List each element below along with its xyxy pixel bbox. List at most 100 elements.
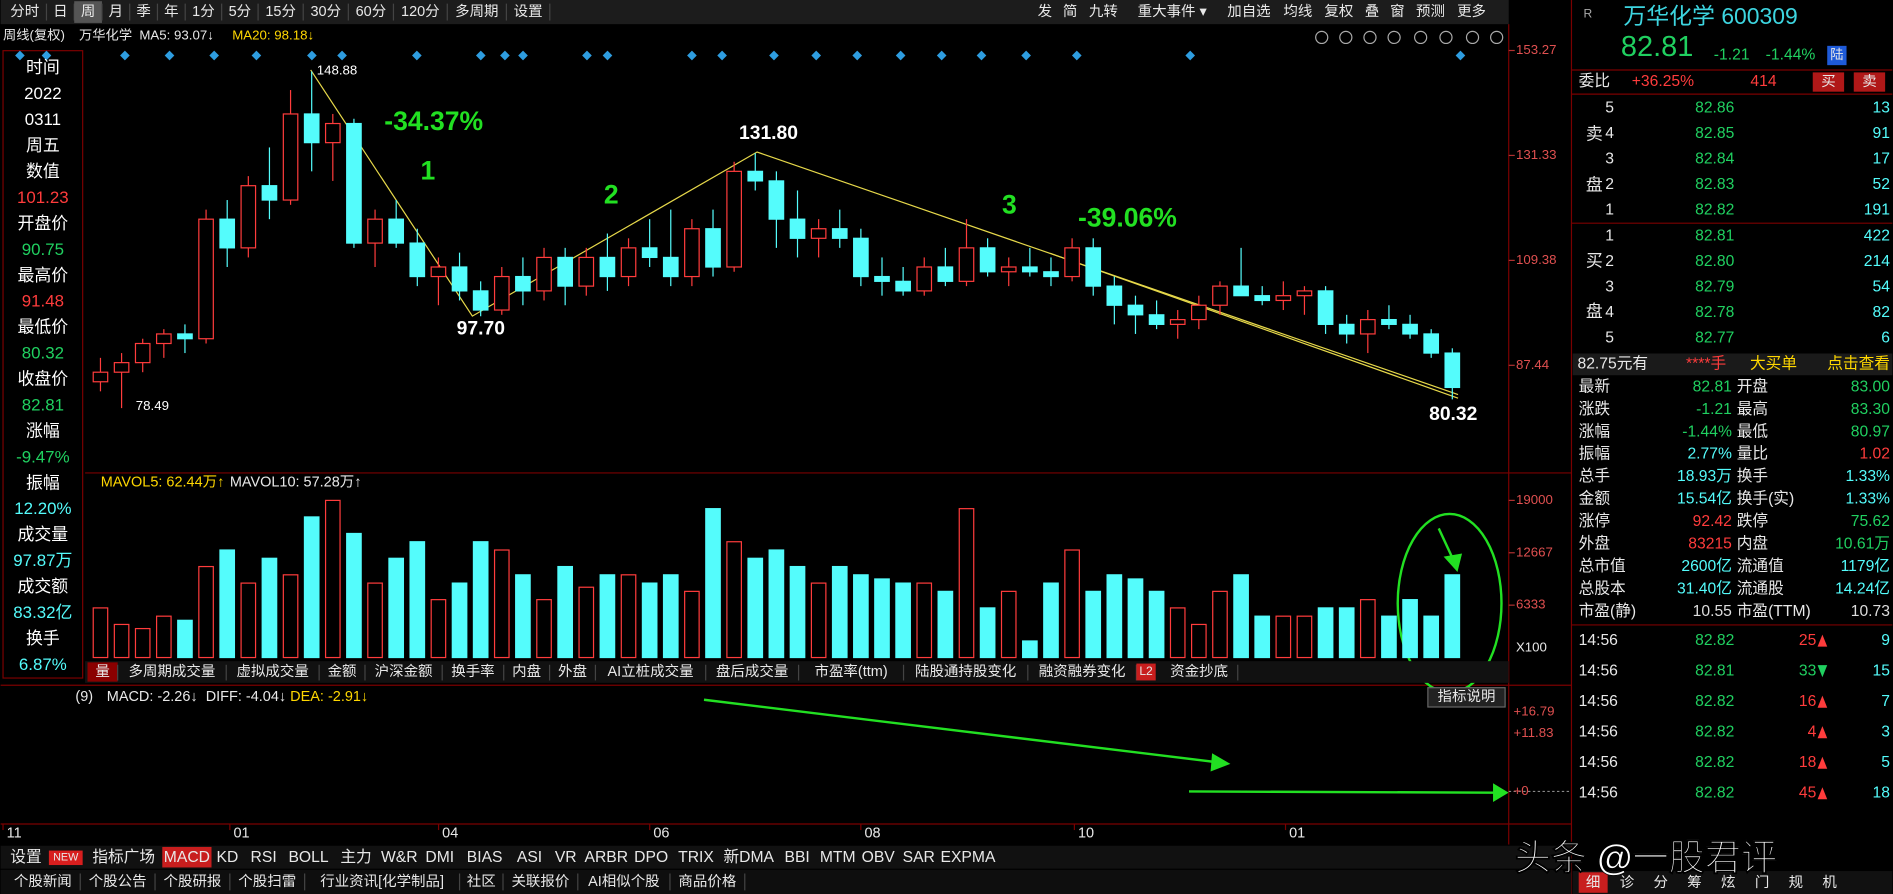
toolbar-button[interactable]: 设置: [514, 3, 543, 20]
toolbar-button[interactable]: 预测: [1416, 3, 1445, 20]
toolbar-button[interactable]: 叠: [1365, 3, 1379, 20]
indicator-tab[interactable]: 虚拟成交量: [237, 662, 309, 680]
indicator-tab[interactable]: 内盘: [512, 662, 541, 680]
tool-icon[interactable]: [1363, 30, 1377, 45]
toolbar-button[interactable]: 季: [136, 3, 150, 20]
bottom-link[interactable]: 社区: [467, 873, 496, 890]
bottom-link[interactable]: 个股扫雷: [238, 873, 296, 890]
indicator-tab[interactable]: MACD: [164, 849, 210, 866]
indicator-tab[interactable]: ASI: [517, 849, 542, 866]
indicator-tab[interactable]: 市盈率(ttm): [814, 663, 887, 680]
help-button[interactable]: 指标说明: [1438, 688, 1496, 705]
toolbar-button[interactable]: 重大事件 ▾: [1138, 3, 1208, 20]
candle-body: [1000, 266, 1017, 273]
big-order[interactable]: 点击查看: [1827, 354, 1890, 372]
bottom-link[interactable]: 关联报价: [511, 873, 569, 890]
toolbar-button[interactable]: 5分: [229, 3, 252, 20]
bottom-link[interactable]: 个股新闻: [14, 873, 72, 890]
toolbar-button[interactable]: 窗: [1390, 2, 1404, 20]
toolbar-button[interactable]: 15分: [265, 3, 296, 20]
indicator-tab[interactable]: BOLL: [288, 849, 328, 866]
indicator-tab[interactable]: 多周期成交量: [129, 662, 216, 680]
indicator-tab[interactable]: VR: [555, 849, 577, 866]
tool-icon[interactable]: [1439, 30, 1453, 45]
toolbar-button[interactable]: 分时: [10, 3, 39, 20]
indicator-tab[interactable]: W&R: [381, 849, 418, 866]
bottom-link[interactable]: 行业资讯[化学制品]: [320, 873, 444, 890]
toolbar-button[interactable]: 复权: [1324, 2, 1353, 20]
indicator-tab[interactable]: SAR: [903, 849, 935, 866]
toolbar-button[interactable]: 简: [1063, 3, 1077, 20]
tool-icon[interactable]: [1465, 30, 1480, 45]
indicator-tab[interactable]: 沪深金额: [375, 663, 433, 680]
candle-body: [282, 113, 299, 201]
trend-line: [1050, 252, 1459, 399]
indicator-tab[interactable]: KD: [217, 849, 239, 866]
toolbar-button[interactable]: 60分: [356, 3, 387, 20]
indicator-tab[interactable]: 外盘: [558, 662, 587, 680]
buy-button[interactable]: 买: [1821, 73, 1835, 90]
candle-body: [684, 228, 700, 278]
tool-icon[interactable]: [1490, 30, 1504, 45]
indicator-tab[interactable]: 陆股通持股变化: [915, 663, 1016, 680]
tool-icon[interactable]: [1339, 30, 1353, 45]
candle-body: [979, 247, 996, 273]
tool-icon[interactable]: [1387, 30, 1401, 45]
indicator-tab[interactable]: 资金抄底: [1170, 663, 1228, 680]
indicator-tab[interactable]: BIAS: [467, 849, 503, 866]
indicator-tab[interactable]: OBV: [862, 849, 896, 866]
bottom-link[interactable]: 个股研报: [164, 873, 222, 890]
indicator-tab[interactable]: TRIX: [678, 849, 714, 866]
bottom-link[interactable]: 个股公告: [89, 873, 147, 890]
bottom-link[interactable]: 商品价格: [678, 873, 736, 890]
quote-tab[interactable]: 炫: [1721, 874, 1735, 891]
quote-tab[interactable]: 机: [1822, 874, 1837, 891]
indicator-tab[interactable]: 盘后成交量: [716, 662, 788, 680]
toolbar-button[interactable]: 年: [164, 3, 178, 20]
indicator-tab[interactable]: 金额: [328, 663, 357, 680]
stat-value: 75.62: [1851, 513, 1890, 530]
quote-tab[interactable]: 细: [1586, 874, 1600, 891]
label: 82.82: [1695, 632, 1734, 649]
toolbar-button[interactable]: 九转: [1089, 3, 1118, 20]
toolbar-button[interactable]: 周: [81, 4, 95, 20]
toolbar-button[interactable]: 30分: [310, 3, 341, 20]
toolbar-button[interactable]: 月: [109, 4, 123, 20]
quote-tab[interactable]: 分: [1654, 874, 1668, 891]
indicator-tab[interactable]: EXPMA: [941, 849, 996, 866]
indicator-tab[interactable]: BBI: [785, 849, 810, 866]
indicator-tab[interactable]: 新DMA: [724, 848, 775, 866]
toolbar-button[interactable]: 发: [1038, 3, 1052, 20]
indicator-tab[interactable]: 换手率: [451, 663, 494, 680]
indicator-tab[interactable]: ARBR: [584, 849, 628, 866]
indicator-tab[interactable]: 量: [95, 664, 109, 680]
tool-icon[interactable]: [1315, 30, 1329, 45]
sell-button[interactable]: 卖: [1862, 73, 1876, 90]
toolbar-button[interactable]: 日: [53, 4, 67, 20]
indicator-tab[interactable]: 融资融券变化: [1039, 663, 1126, 680]
toolbar-button[interactable]: 更多: [1457, 3, 1486, 20]
toolbar-button[interactable]: 120分: [401, 3, 440, 20]
tab-active: [87, 662, 118, 682]
toolbar-button[interactable]: 均线: [1283, 3, 1312, 20]
quote-tab[interactable]: 筹: [1687, 874, 1701, 891]
quote-tab[interactable]: 诊: [1620, 874, 1635, 891]
quote-tab[interactable]: 规: [1789, 874, 1803, 891]
indicator-tab[interactable]: AI立桩成交量: [608, 662, 694, 680]
label: R: [1584, 7, 1593, 21]
toolbar-button[interactable]: 加自选: [1227, 3, 1270, 20]
toolbar-button[interactable]: 多周期: [455, 3, 498, 20]
bottom-link[interactable]: AI相似个股: [588, 873, 660, 890]
indicator-tab[interactable]: 主力: [340, 848, 371, 866]
indicator-tab[interactable]: RSI: [251, 849, 277, 866]
candle-body: [1022, 266, 1038, 273]
indicator-tab[interactable]: MTM: [820, 849, 856, 866]
quote-tab[interactable]: 门: [1755, 874, 1769, 891]
tool-icon[interactable]: [1414, 30, 1428, 45]
indicator-tab[interactable]: DPO: [634, 849, 668, 866]
toolbar-button[interactable]: 1分: [192, 3, 215, 20]
indicator-tab[interactable]: 指标广场: [92, 848, 155, 866]
indicator-tab[interactable]: 设置: [10, 848, 41, 866]
indicator-tab[interactable]: DMI: [425, 849, 454, 866]
